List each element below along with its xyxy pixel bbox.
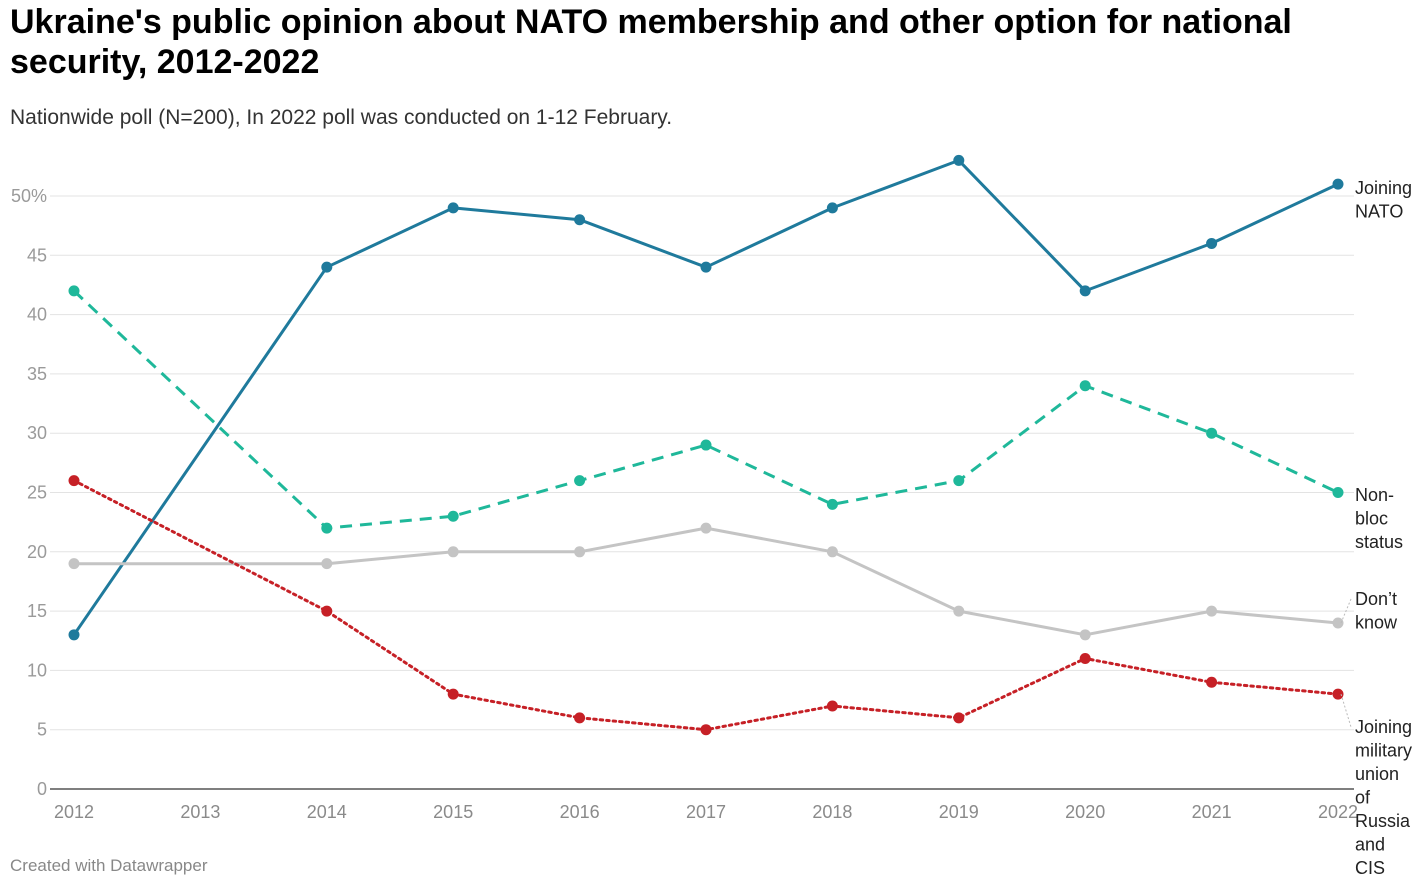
gridlines [50, 195, 1354, 731]
data-point-joining-nato [1206, 237, 1218, 249]
x-tick-label: 2017 [686, 802, 726, 822]
data-point-don-t-know [1079, 629, 1091, 641]
data-point-joining-military-union-of-russia-and-cis [1079, 653, 1091, 665]
data-point-don-t-know [700, 522, 712, 534]
series-line-joining-military-union-of-russia-and-cis [72, 479, 1340, 732]
data-point-joining-military-union-of-russia-and-cis [953, 712, 965, 724]
series-points [68, 154, 1344, 736]
series-label-don-t-know: Don’t know [1355, 589, 1398, 633]
data-point-joining-military-union-of-russia-and-cis [68, 475, 80, 487]
data-point-non-bloc-status [1332, 487, 1344, 498]
y-tick-label: 50% [11, 186, 47, 206]
label-connector [1340, 598, 1352, 624]
y-tick-label: 40 [27, 305, 47, 325]
credit-text: Created with Datawrapper [10, 856, 208, 875]
data-point-joining-nato [826, 202, 838, 214]
chart-subtitle: Nationwide poll (N=200), In 2022 poll wa… [10, 106, 673, 129]
y-tick-label: 20 [27, 542, 47, 562]
x-tick-label: 2012 [54, 802, 94, 822]
series-label-non-bloc-status: Non-bloc status [1355, 485, 1403, 552]
data-point-don-t-know [447, 546, 459, 558]
y-tick-label: 45 [27, 245, 47, 265]
series-lines [72, 158, 1340, 732]
data-point-joining-military-union-of-russia-and-cis [700, 724, 712, 736]
series-label-joining-military-union-of-russia-and-cis: Joining military union of Russia and CIS [1355, 717, 1412, 878]
data-point-joining-nato [447, 202, 459, 214]
series-labels: Joining NATO Non-bloc status Don’t know Joinin… [1340, 178, 1412, 878]
chart-title: Ukraine's public opinion about NATO memb… [10, 3, 1292, 81]
y-tick-label: 25 [27, 483, 47, 503]
data-point-non-bloc-status [1079, 380, 1091, 392]
data-point-don-t-know [826, 546, 838, 558]
data-point-non-bloc-status [321, 522, 333, 534]
x-tick-label: 2015 [433, 802, 473, 822]
data-point-non-bloc-status [574, 475, 586, 487]
data-point-joining-nato [574, 214, 586, 226]
data-point-joining-military-union-of-russia-and-cis [1206, 676, 1218, 688]
y-tick-label: 15 [27, 601, 47, 621]
data-point-joining-military-union-of-russia-and-cis [574, 712, 586, 724]
data-point-don-t-know [321, 558, 333, 570]
x-tick-label: 2016 [560, 802, 600, 822]
x-tick-label: 2022 [1318, 802, 1358, 822]
data-point-joining-nato [1079, 285, 1091, 297]
data-point-joining-military-union-of-russia-and-cis [1332, 688, 1344, 700]
x-tick-label: 2020 [1065, 802, 1105, 822]
axes: 0 5 10 15 20 25 30 35 40 45 50% 2012 2013 2014 2015 201… [11, 186, 1358, 822]
y-tick-label: 5 [37, 720, 47, 740]
data-point-non-bloc-status [1206, 427, 1218, 439]
data-point-non-bloc-status [826, 498, 838, 510]
data-point-non-bloc-status [68, 285, 80, 297]
y-tick-label: 0 [37, 779, 47, 799]
data-point-joining-nato [68, 629, 80, 641]
data-point-don-t-know [574, 546, 586, 558]
data-point-don-t-know [953, 605, 965, 617]
data-point-joining-nato [700, 261, 712, 273]
data-point-joining-nato [953, 154, 965, 166]
data-point-joining-nato [1332, 178, 1344, 190]
x-tick-label: 2014 [307, 802, 347, 822]
data-point-non-bloc-status [447, 510, 459, 522]
data-point-don-t-know [68, 558, 80, 570]
x-tick-label: 2019 [939, 802, 979, 822]
series-line-don-t-know [74, 526, 1339, 637]
data-point-non-bloc-status [700, 439, 712, 451]
data-point-joining-nato [321, 261, 333, 273]
data-point-joining-military-union-of-russia-and-cis [447, 688, 459, 700]
label-connector [1340, 693, 1352, 728]
y-tick-label: 30 [27, 423, 47, 443]
x-tick-label: 2018 [812, 802, 852, 822]
series-line-joining-nato [72, 158, 1339, 636]
y-tick-label: 10 [27, 660, 47, 680]
x-tick-label: 2021 [1192, 802, 1232, 822]
y-tick-label: 35 [27, 364, 47, 384]
data-point-don-t-know [1206, 605, 1218, 617]
data-point-don-t-know [1332, 617, 1344, 629]
series-line-non-bloc-status [72, 289, 1339, 530]
data-point-joining-military-union-of-russia-and-cis [826, 700, 838, 712]
series-label-joining-nato: Joining NATO [1355, 178, 1412, 222]
data-point-non-bloc-status [953, 475, 965, 487]
data-point-joining-military-union-of-russia-and-cis [321, 605, 333, 617]
x-tick-label: 2013 [180, 802, 220, 822]
